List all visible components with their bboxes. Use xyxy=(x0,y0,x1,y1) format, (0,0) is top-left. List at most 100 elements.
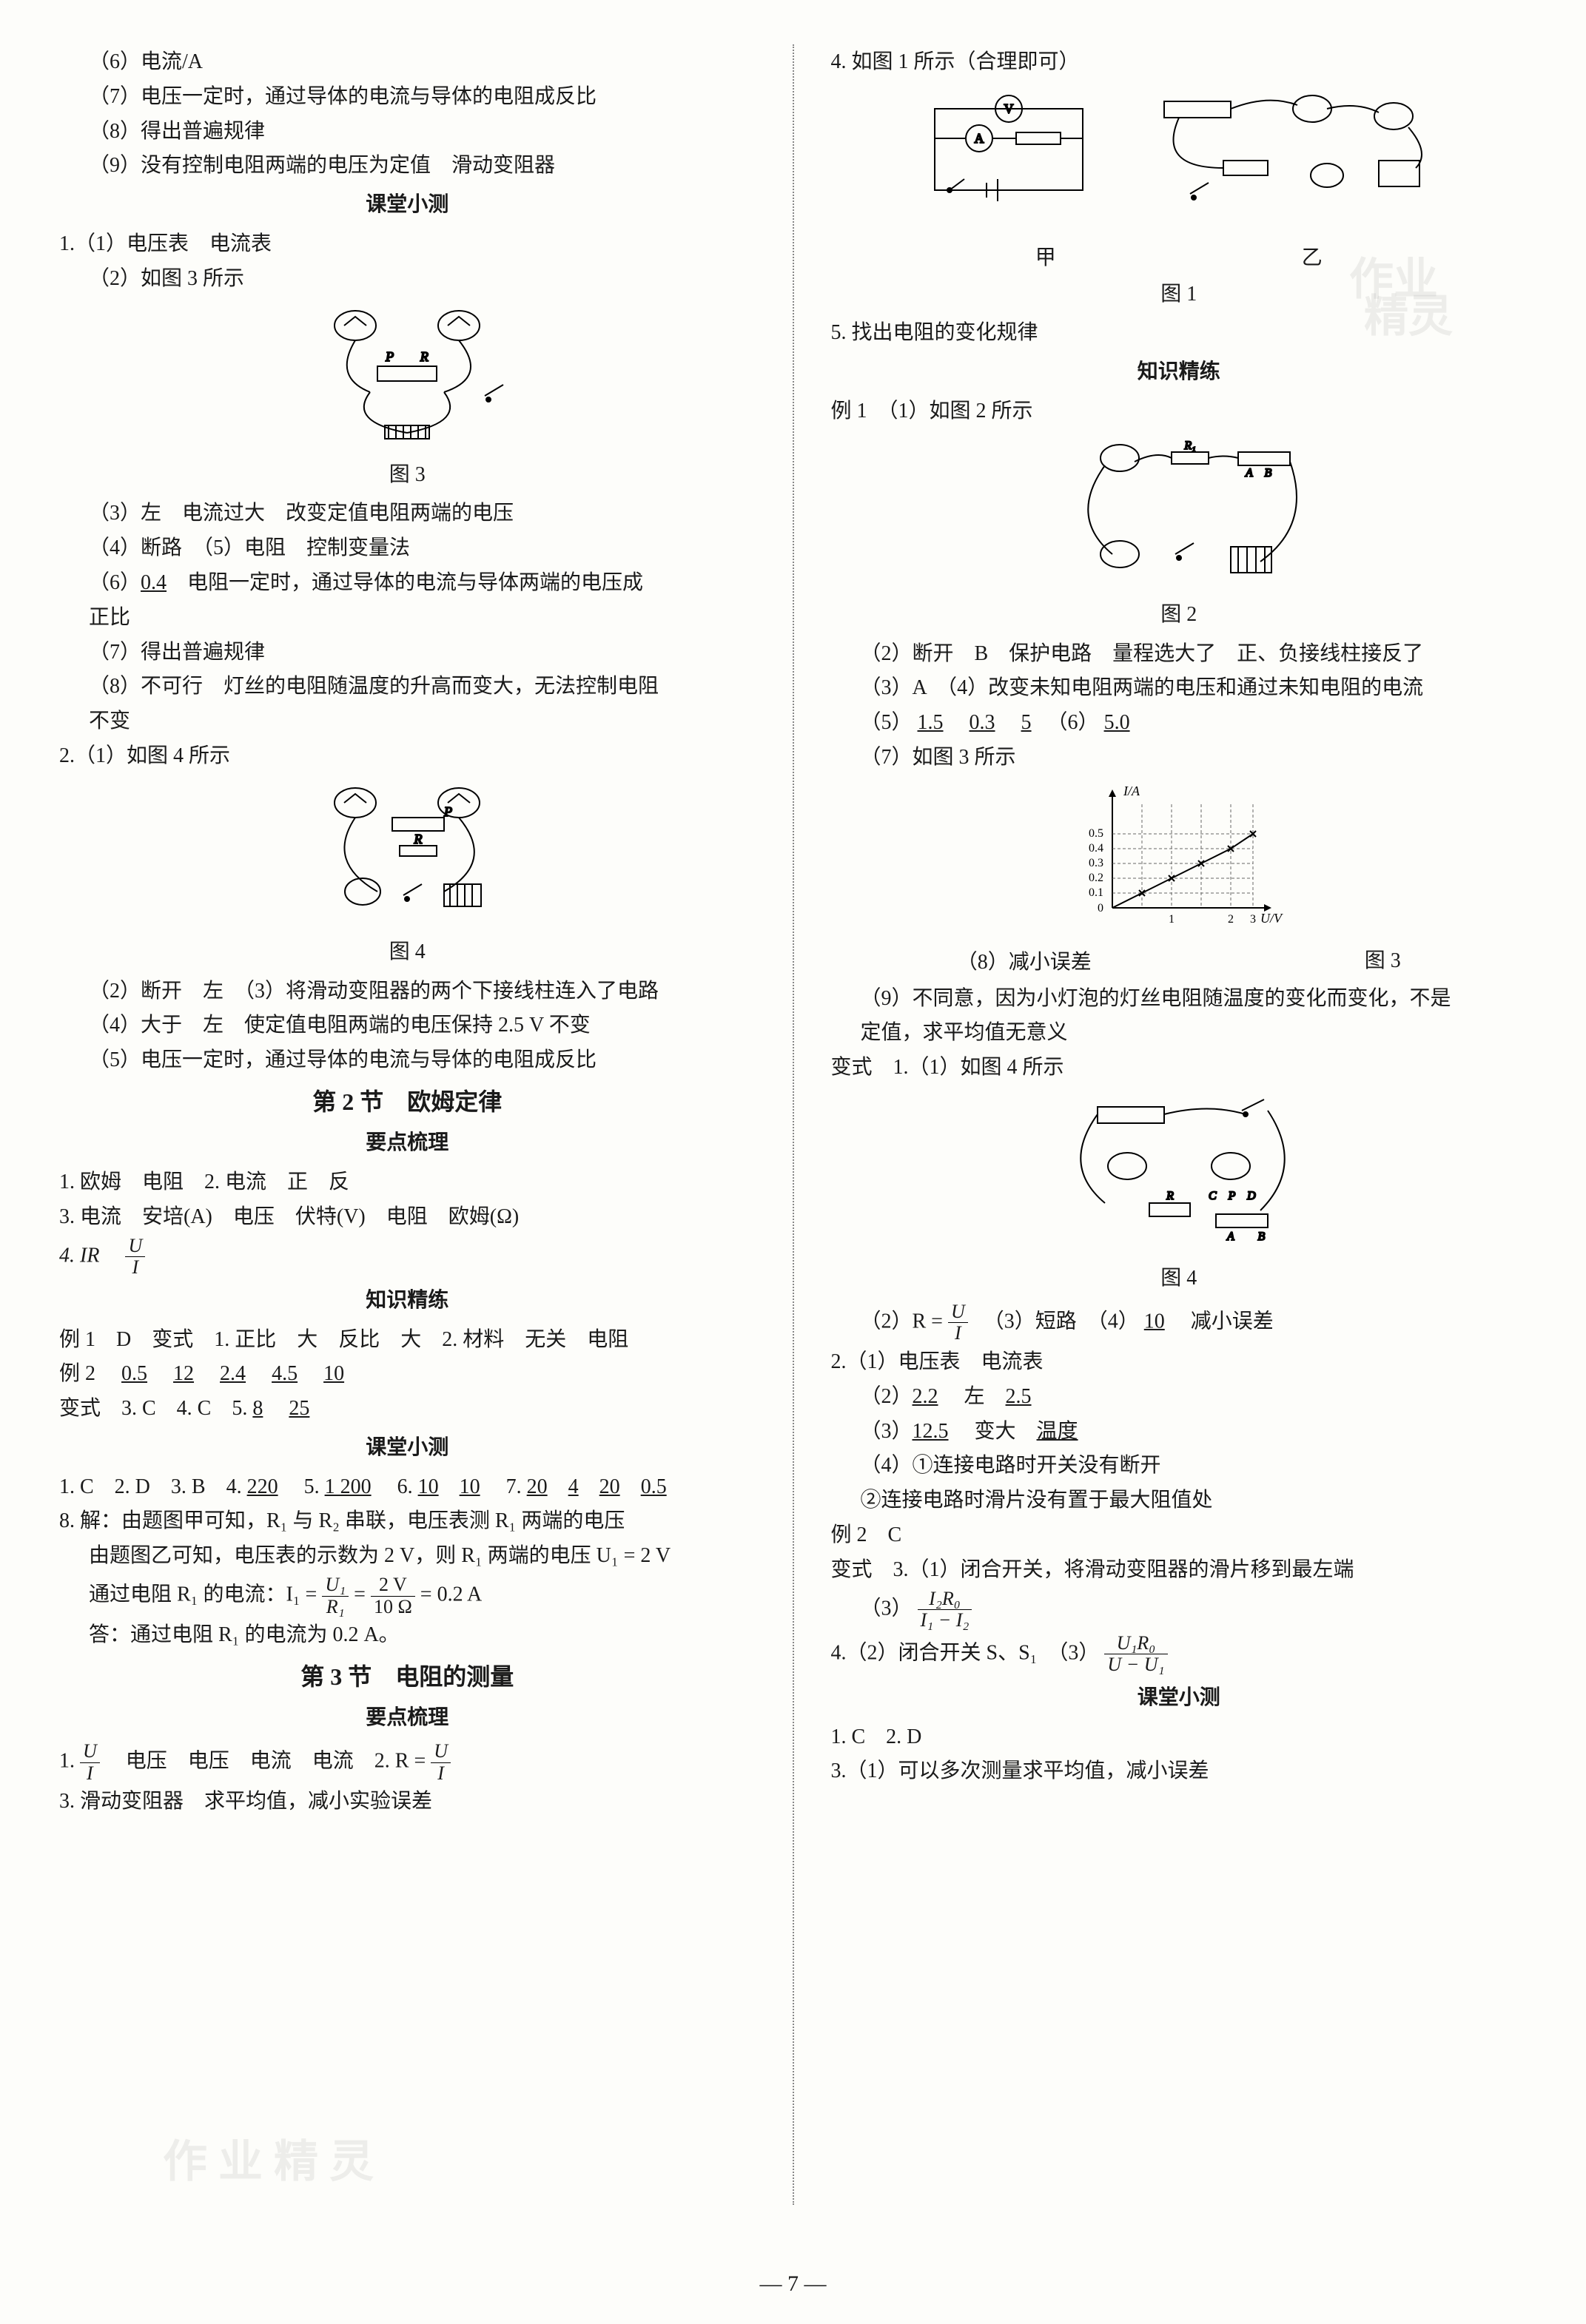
r-ct-3: 3.（1）可以多次测量求平均值，减小误差 xyxy=(831,1755,1528,1788)
svg-text:P R: P R xyxy=(385,349,429,364)
figure-4-label: 图 4 xyxy=(59,936,756,969)
section-3-sub: 要点梳理 xyxy=(59,1702,756,1735)
q1-4-5: （4）断路 （5）电阻 控制变量法 xyxy=(59,532,756,565)
s3-1-2: 1. UI 电压 电压 电流 电流 2. R = UI xyxy=(59,1741,756,1784)
r-q2-4b: ②连接电路时滑片没有置于最大阻值处 xyxy=(831,1484,1528,1518)
r-ex1-7: （7）如图 3 所示 xyxy=(831,741,1528,775)
r-ct-1-2: 1. C 2. D xyxy=(831,1721,1528,1754)
item-6: （6）电流/A xyxy=(59,46,756,79)
figure-4r-label: 图 4 xyxy=(831,1262,1528,1296)
figure-2-circuit: R₁ A B xyxy=(1038,436,1320,591)
s3-3: 3. 滑动变阻器 求平均值，减小实验误差 xyxy=(59,1785,756,1819)
r-var3-1: 变式 3.（1）闭合开关，将滑动变阻器的滑片移到最左端 xyxy=(831,1554,1528,1587)
r-var3-3: （3） I₂R₀I₁ − I₂ xyxy=(831,1589,1528,1631)
q2-4: （4）大于 左 使定值电阻两端的电压保持 2.5 V 不变 xyxy=(59,1009,756,1043)
q1-6b: 正比 xyxy=(59,602,756,635)
right-column: 4. 如图 1 所示（合理即可） V A xyxy=(831,44,1528,2205)
svg-text:C P D: C P D xyxy=(1209,1190,1256,1202)
svg-text:I/A: I/A xyxy=(1123,784,1140,798)
r-ex1-8: （8）减小误差 xyxy=(957,946,1092,980)
r-ex1-2: （2）断开 B 保护电路 量程选大了 正、负接线柱接反了 xyxy=(831,638,1528,671)
section-2-title: 第 2 节 欧姆定律 xyxy=(59,1083,756,1121)
q1-7: （7）得出普遍规律 xyxy=(59,636,756,670)
svg-text:0.2: 0.2 xyxy=(1089,872,1103,884)
q1-6: （6）0.4 电阻一定时，通过导体的电流与导体两端的电压成 xyxy=(59,567,756,600)
r-ex1-9: （9）不同意，因为小灯泡的灯丝电阻随温度的变化而变化，不是 xyxy=(831,983,1528,1016)
svg-text:0.4: 0.4 xyxy=(1089,842,1103,855)
pt-3: 3. 电流 安培(A) 电压 伏特(V) 电阻 欧姆(Ω) xyxy=(59,1201,756,1234)
ct-8b: 由题图乙可知，电压表的示数为 2 V，则 R₁ 两端的电压 U₁ = 2 V xyxy=(59,1540,756,1573)
section-classroom-r: 课堂小测 xyxy=(831,1682,1528,1715)
r-var1: 变式 1.（1）如图 4 所示 xyxy=(831,1051,1528,1085)
q1-3: （3）左 电流过大 改变定值电阻两端的电压 xyxy=(59,497,756,531)
section-knowledge: 知识精练 xyxy=(59,1284,756,1318)
svg-text:R₁: R₁ xyxy=(1183,439,1195,452)
r-5: 5. 找出电阻的变化规律 xyxy=(831,317,1528,350)
section-knowledge-r: 知识精练 xyxy=(831,356,1528,389)
r-q2-1: 2.（1）电压表 电流表 xyxy=(831,1346,1528,1379)
svg-text:3: 3 xyxy=(1250,913,1256,926)
r-ex1: 例 1 （1）如图 2 所示 xyxy=(831,395,1528,428)
figure-3r-label: 图 3 xyxy=(1365,945,1401,981)
left-column: （6）电流/A （7）电压一定时，通过导体的电流与导体的电阻成反比 （8）得出普… xyxy=(59,44,756,2205)
r-q2-4a: （4）①连接电路时开关没有断开 xyxy=(831,1449,1528,1483)
svg-text:0.5: 0.5 xyxy=(1089,827,1103,840)
q1-2: （2）如图 3 所示 xyxy=(59,263,756,296)
svg-text:R: R xyxy=(414,832,423,846)
svg-text:R: R xyxy=(1166,1190,1174,1202)
figure-4r-circuit: R C P D A B xyxy=(1038,1092,1320,1255)
svg-text:0.3: 0.3 xyxy=(1089,857,1103,869)
q2-2-3: （2）断开 左 （3）将滑动变阻器的两个下接线柱连入了电路 xyxy=(59,975,756,1008)
item-7: （7）电压一定时，通过导体的电流与导体的电阻成反比 xyxy=(59,81,756,114)
svg-text:U/V: U/V xyxy=(1260,911,1283,926)
figure-3-label: 图 3 xyxy=(59,459,756,492)
pt-1-2: 1. 欧姆 电阻 2. 电流 正 反 xyxy=(59,1166,756,1199)
ex2: 例 2 0.5 12 2.4 4.5 10 xyxy=(59,1358,756,1391)
r-q2-2: （2）2.2 左 2.5 xyxy=(831,1381,1528,1414)
figure-2-label: 图 2 xyxy=(831,599,1528,632)
svg-text:1: 1 xyxy=(1169,913,1175,926)
figure-3-circuit: P R xyxy=(274,303,540,451)
figure-1-label: 图 1 xyxy=(831,278,1528,311)
r-4: 4. 如图 1 所示（合理即可） xyxy=(831,46,1528,79)
q1-8: （8）不可行 灯丝的电阻随温度的升高而变大，无法控制电阻 xyxy=(59,670,756,704)
watermark-bottom: 作 业 精 灵 xyxy=(163,2126,374,2197)
r-q2-3: （3）12.5 变大 温度 xyxy=(831,1415,1528,1449)
section-classroom-2: 课堂小测 xyxy=(59,1432,756,1465)
svg-text:V: V xyxy=(1004,101,1013,116)
svg-text:0: 0 xyxy=(1098,902,1103,915)
r-var1-2-4: （2）R = UI （3）短路 （4） 10 减小误差 xyxy=(831,1301,1528,1344)
section-2-sub: 要点梳理 xyxy=(59,1127,756,1160)
column-divider xyxy=(793,44,794,2205)
item-9: （9）没有控制电阻两端的电压为定值 滑动变阻器 xyxy=(59,149,756,183)
q2-5: （5）电压一定时，通过导体的电流与导体的电阻成反比 xyxy=(59,1044,756,1077)
q2-1: 2.（1）如图 4 所示 xyxy=(59,740,756,773)
section-classroom-test: 课堂小测 xyxy=(59,189,756,222)
ct-1-7: 1. C 2. D 3. B 4. 220 5. 1 200 6. 10 10 … xyxy=(59,1471,756,1504)
r-q4: 4.（2）闭合开关 S、S₁ （3） U₁R₀U − U₁ xyxy=(831,1633,1528,1676)
q1-1: 1.（1）电压表 电流表 xyxy=(59,228,756,261)
ct-8c: 通过电阻 R₁ 的电流：I₁ = U₁R₁ = 2 V10 Ω = 0.2 A xyxy=(59,1574,756,1617)
var-3-4-5: 变式 3. C 4. C 5. 8 25 xyxy=(59,1392,756,1426)
svg-text:P: P xyxy=(443,804,452,819)
svg-text:A: A xyxy=(974,131,984,146)
fig1-yi-label: 乙 xyxy=(1302,242,1323,275)
section-3-title: 第 3 节 电阻的测量 xyxy=(59,1658,756,1696)
r-ex1-9b: 定值，求平均值无意义 xyxy=(831,1017,1528,1050)
pt-4: 4. IR UI xyxy=(59,1236,756,1279)
svg-text:2: 2 xyxy=(1228,913,1234,926)
page-number: — 7 — xyxy=(0,2266,1586,2302)
item-8: （8）得出普遍规律 xyxy=(59,115,756,149)
ct-8a: 8. 解：由题图甲可知，R₁ 与 R₂ 串联，电压表测 R₁ 两端的电压 xyxy=(59,1505,756,1538)
fig1-jia-label: 甲 xyxy=(1035,242,1056,275)
r-ex2: 例 2 C xyxy=(831,1519,1528,1552)
ct-8d: 答：通过电阻 R₁ 的电流为 0.2 A。 xyxy=(59,1619,756,1652)
figure-3-chart: I/A U/V 0 0.1 0.2 0.3 0.4 0.5 1 2 3 xyxy=(1068,782,1290,937)
ex1: 例 1 D 变式 1. 正比 大 反比 大 2. 材料 无关 电阻 xyxy=(59,1324,756,1357)
svg-text:A B: A B xyxy=(1245,467,1271,479)
svg-text:A B: A B xyxy=(1226,1230,1265,1243)
figure-1-circuits: V A xyxy=(913,87,1445,235)
q1-8b: 不变 xyxy=(59,705,756,738)
r-ex1-3-4: （3）A （4）改变未知电阻两端的电压和通过未知电阻的电流 xyxy=(831,672,1528,705)
svg-text:0.1: 0.1 xyxy=(1089,886,1103,899)
